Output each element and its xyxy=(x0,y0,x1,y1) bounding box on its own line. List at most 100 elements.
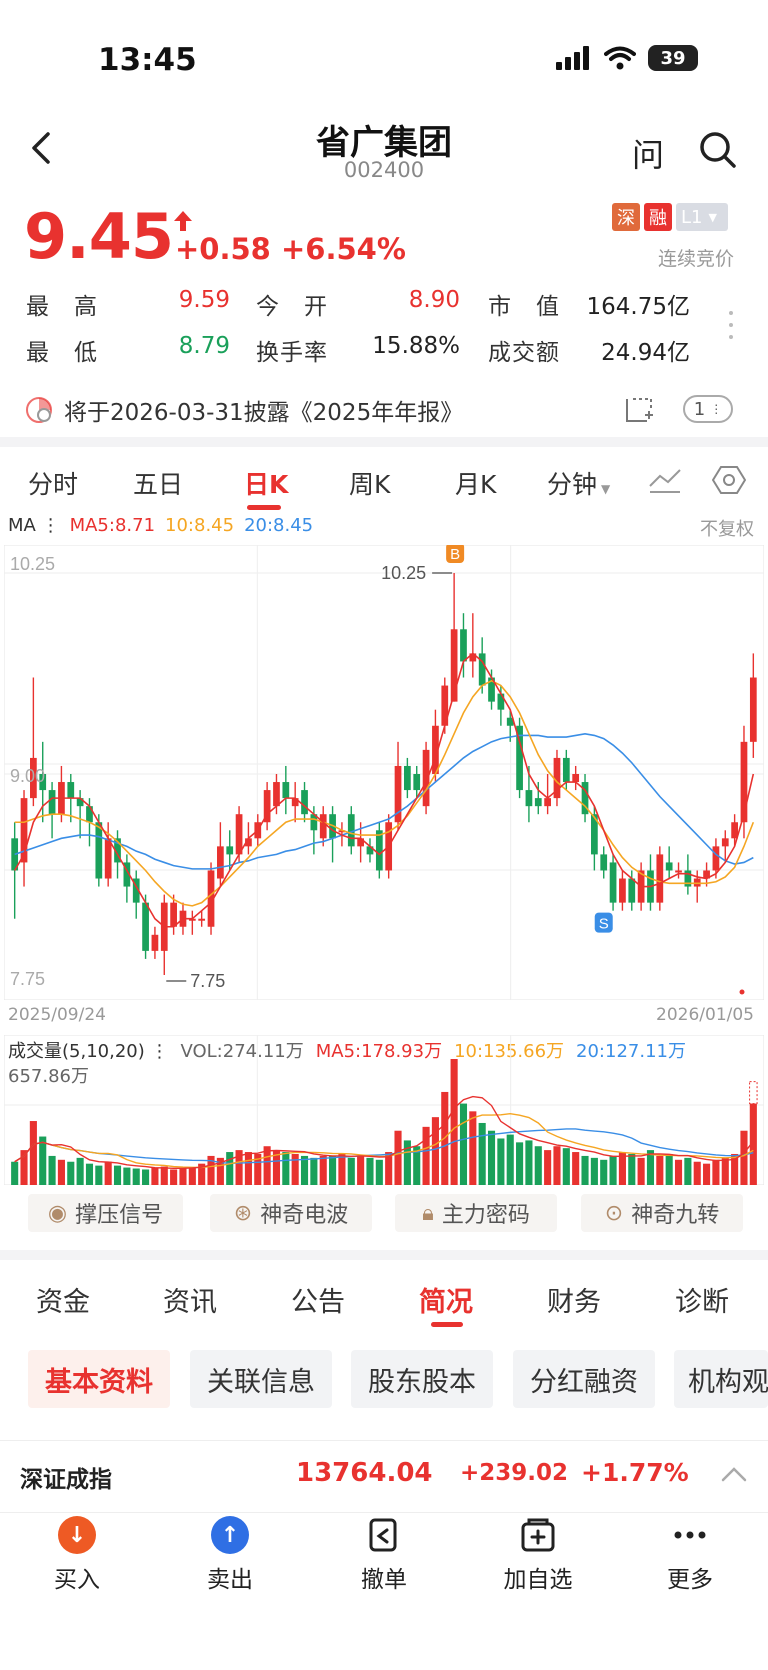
stat-value-low: 8.79 xyxy=(178,333,230,359)
stat-label-mktcap: 市 值 xyxy=(488,294,560,320)
tab-finance[interactable]: 财务 xyxy=(547,1287,601,1318)
volume-bar xyxy=(665,1153,673,1185)
chevron-up-icon[interactable] xyxy=(720,1465,748,1483)
support-resistance-button[interactable]: ◉ 撑压信号 xyxy=(28,1194,183,1232)
tab-minute[interactable]: 分钟 ▼ xyxy=(547,465,610,501)
signal-icon xyxy=(556,46,589,70)
volume-bar xyxy=(85,1163,94,1185)
volume-bar xyxy=(487,1130,496,1185)
main-force-code-button[interactable]: 🔒︎ 主力密码 xyxy=(395,1194,557,1232)
chip-institution[interactable]: 机构观 xyxy=(674,1350,768,1408)
magic-wave-button[interactable]: ⊛ 神奇电波 xyxy=(210,1194,372,1232)
index-name: 深证成指 xyxy=(20,1467,112,1493)
stat-value-turnover: 15.88% xyxy=(372,333,460,359)
volume-bar xyxy=(525,1140,533,1185)
stock-code: 002400 xyxy=(343,158,425,182)
volume-bar xyxy=(188,1167,196,1185)
tab-monthly-k[interactable]: 月K xyxy=(455,470,497,499)
back-icon[interactable] xyxy=(26,128,56,168)
volume-max-label: 657.86万 xyxy=(8,1066,89,1087)
tab-weekly-k[interactable]: 周K xyxy=(349,470,391,499)
volume-bar xyxy=(450,1059,458,1185)
ask-button[interactable]: 问 xyxy=(632,136,665,174)
calendar-add-icon[interactable] xyxy=(623,393,655,425)
tab-news[interactable]: 资讯 xyxy=(163,1287,217,1318)
candle-body xyxy=(469,653,477,662)
more-vertical-icon[interactable] xyxy=(728,310,734,340)
volume-bar xyxy=(39,1136,47,1185)
indicator-line-icon[interactable] xyxy=(648,466,682,494)
tab-daily-k[interactable]: 日K xyxy=(244,470,289,499)
chip-related-info[interactable]: 关联信息 xyxy=(190,1350,332,1408)
tab-diagnosis[interactable]: 诊断 xyxy=(675,1287,729,1318)
section-divider xyxy=(0,437,768,447)
candle-body xyxy=(581,782,589,815)
more-horizontal-icon xyxy=(674,1531,706,1539)
candle-body xyxy=(665,862,673,871)
candle-body xyxy=(338,830,346,833)
candle-body xyxy=(235,814,243,855)
volume-chart[interactable] xyxy=(4,1035,764,1185)
volume-bar xyxy=(646,1150,655,1185)
volume-bar xyxy=(29,1121,37,1185)
candlestick-chart[interactable]: 10.25 9.00 7.75 10.25 7.75 B S xyxy=(4,545,764,1000)
ma-legend[interactable]: MA ⋮ MA5:8.71 10:8.45 20:8.45 xyxy=(8,515,313,536)
candle-body xyxy=(226,846,234,855)
chip-shareholders[interactable]: 股东股本 xyxy=(351,1350,493,1408)
level-tag[interactable]: L1 ▼ xyxy=(676,203,728,231)
notice-text: 将于2026-03-31披露《2025年年报》 xyxy=(64,400,464,426)
tab-profile[interactable]: 简况 xyxy=(419,1287,473,1318)
volume-bar xyxy=(235,1150,243,1185)
candle-body xyxy=(619,878,626,903)
candle-body xyxy=(534,798,542,807)
candle-body xyxy=(347,814,355,847)
candle-body xyxy=(600,854,608,871)
volume-bar xyxy=(721,1157,729,1185)
indicator-label: 神奇电波 xyxy=(260,1203,349,1228)
candle-body xyxy=(207,870,215,927)
adjust-toggle[interactable]: 不复权 xyxy=(700,519,754,540)
wifi-icon xyxy=(604,46,636,70)
index-bar[interactable] xyxy=(0,1440,768,1510)
add-watchlist-button[interactable]: 加自选 xyxy=(488,1516,588,1594)
low-label: 7.75 xyxy=(190,971,225,991)
tab-announcements[interactable]: 公告 xyxy=(291,1287,345,1318)
volume-bar xyxy=(282,1152,290,1185)
candle-body xyxy=(591,814,598,855)
search-icon[interactable] xyxy=(698,130,738,170)
volume-bar xyxy=(179,1168,187,1185)
volume-bar xyxy=(338,1153,346,1185)
volume-bar xyxy=(703,1163,711,1185)
volume-bar xyxy=(310,1157,318,1185)
tab-five-day[interactable]: 五日 xyxy=(133,470,184,499)
cancel-order-button[interactable]: 撤单 xyxy=(334,1516,434,1594)
magic-nine-button[interactable]: ⊙ 神奇九转 xyxy=(581,1194,743,1232)
tab-intraday[interactable]: 分时 xyxy=(28,470,79,499)
chip-basic-info[interactable]: 基本资料 xyxy=(28,1350,170,1408)
y-tick-mid: 9.00 xyxy=(10,766,45,786)
candle-body xyxy=(656,854,664,903)
volume-bar xyxy=(142,1169,150,1185)
candle-body xyxy=(151,934,159,951)
sell-button[interactable]: ↑ 卖出 xyxy=(180,1516,280,1594)
candle-body xyxy=(366,846,374,855)
volume-ma20: 20:127.11万 xyxy=(576,1041,686,1062)
settings-hex-icon[interactable] xyxy=(712,464,746,496)
buy-marker-label: B xyxy=(450,546,460,563)
buy-marker xyxy=(446,545,465,563)
volume-bar xyxy=(712,1159,720,1185)
tab-capital[interactable]: 资金 xyxy=(36,1287,90,1318)
volume-ma20-line xyxy=(14,1128,754,1165)
volume-bar xyxy=(67,1161,75,1185)
more-button[interactable]: 更多 xyxy=(640,1516,740,1594)
volume-bar xyxy=(76,1157,84,1185)
volume-bar xyxy=(684,1157,692,1185)
notice-count-badge[interactable]: 1 ⋮ xyxy=(683,395,733,423)
buy-button[interactable]: ↓ 买入 xyxy=(27,1516,127,1594)
chip-dividends[interactable]: 分红融资 xyxy=(513,1350,655,1408)
volume-bar xyxy=(170,1169,178,1185)
indicator-label: 撑压信号 xyxy=(75,1203,164,1228)
cancel-label: 撤单 xyxy=(361,1567,407,1593)
candle-body xyxy=(30,757,37,799)
volume-legend[interactable]: 成交量(5,10,20) ⋮ VOL:274.11万 MA5:178.93万 1… xyxy=(8,1037,686,1063)
